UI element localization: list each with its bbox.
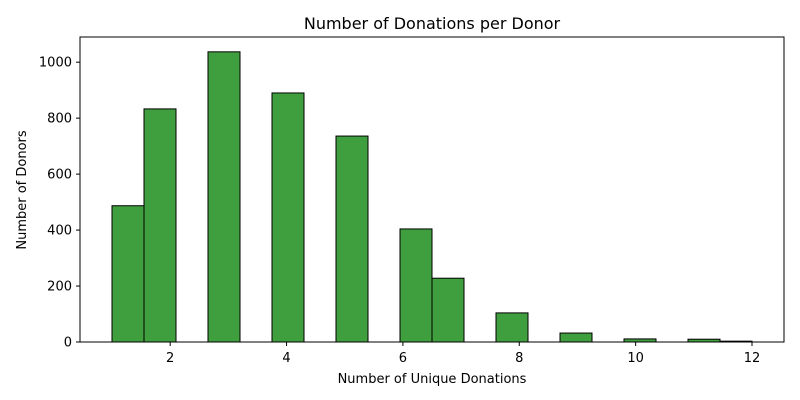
x-tick-label: 8 <box>515 351 523 366</box>
y-tick-label: 1000 <box>39 56 72 71</box>
histogram-bar-4 <box>335 135 369 343</box>
x-tick-label: 10 <box>627 351 644 366</box>
x-axis-ticks: 2 4 6 8 10 12 <box>166 342 760 366</box>
y-tick-label: 400 <box>47 224 72 239</box>
y-tick-label: 800 <box>47 112 72 127</box>
histogram-bar-1 <box>143 108 177 343</box>
histogram-bar-7 <box>495 312 529 343</box>
y-axis-label: Number of Donors <box>15 130 30 250</box>
plot-frame <box>79 36 785 343</box>
histogram-bar-6 <box>431 277 465 343</box>
histogram-bar-8 <box>559 332 593 343</box>
x-tick-label: 6 <box>399 351 407 366</box>
x-tick-label: 12 <box>744 351 761 366</box>
x-tick-label: 2 <box>166 351 174 366</box>
bars-group <box>111 51 753 343</box>
y-tick-label: 200 <box>47 280 72 295</box>
y-axis-ticks: 0 200 400 600 800 1000 <box>39 56 80 351</box>
y-tick-label: 600 <box>47 168 72 183</box>
y-tick-label: 0 <box>64 336 72 351</box>
histogram-bar-0 <box>111 205 145 343</box>
histogram-bar-5 <box>399 228 433 343</box>
chart-title: Number of Donations per Donor <box>304 14 561 33</box>
x-tick-label: 4 <box>282 351 290 366</box>
histogram-bar-2 <box>207 51 241 343</box>
x-axis-label: Number of Unique Donations <box>338 372 527 387</box>
histogram-bar-3 <box>271 92 305 343</box>
